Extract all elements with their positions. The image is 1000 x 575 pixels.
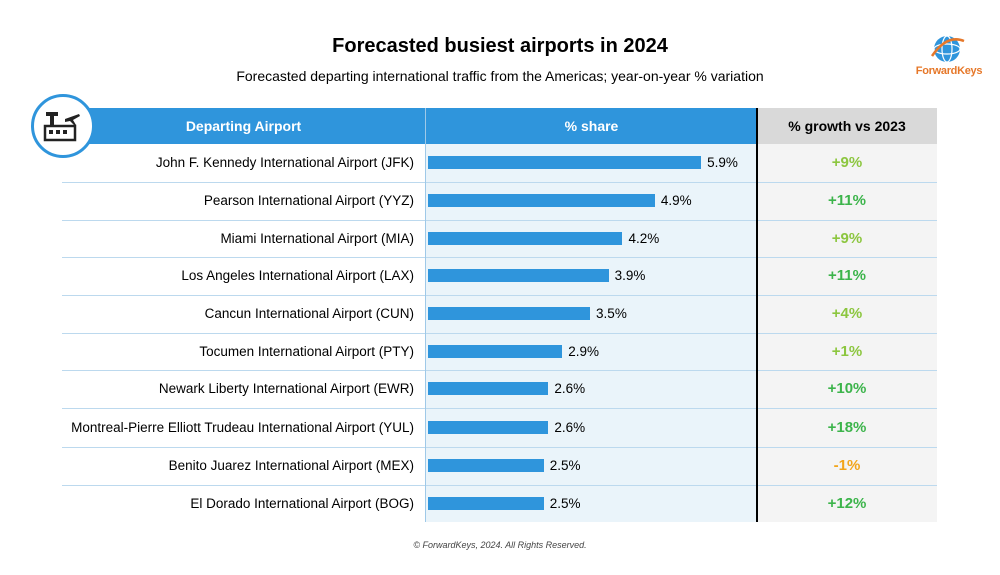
share-bar: [428, 420, 549, 434]
growth-value: +9%: [831, 229, 863, 247]
chart-title: Forecasted busiest airports in 2024: [332, 35, 668, 57]
growth-value: -1%: [833, 457, 861, 474]
airport-name: Pearson International Airport (YYZ): [203, 193, 414, 208]
share-value-label: 2.6%: [554, 419, 586, 435]
airport-terminal-icon: [43, 112, 80, 142]
row-separator: [62, 257, 937, 258]
growth-value: +4%: [831, 305, 863, 322]
share-bar: [428, 382, 549, 395]
row-separator: [62, 408, 937, 409]
share-value-label: 2.9%: [568, 343, 600, 359]
forwardkeys-logo: [914, 32, 980, 82]
share-bar: [428, 156, 702, 169]
share-bar: [428, 231, 623, 245]
airport-badge: [31, 94, 95, 158]
share-bar: [428, 459, 544, 472]
airport-name: Tocumen International Airport (PTY): [199, 343, 414, 359]
share-bar: [428, 344, 563, 358]
logo-wordmark: ForwardKeys: [915, 65, 983, 77]
airport-name: Benito Juarez International Airport (MEX…: [168, 458, 414, 473]
row-separator: [62, 370, 937, 371]
share-value-label: 3.5%: [596, 306, 627, 321]
airport-name: Miami International Airport (MIA): [220, 230, 414, 246]
growth-value: +12%: [827, 494, 867, 512]
share-bar: [428, 269, 609, 282]
growth-value: +9%: [831, 154, 863, 171]
airport-name: Montreal-Pierre Elliott Trudeau Internat…: [71, 419, 414, 435]
share-value-label: 4.2%: [628, 230, 660, 246]
share-value-label: 3.9%: [614, 268, 646, 283]
row-separator: [62, 182, 937, 183]
share-bar: [428, 496, 544, 510]
row-separator: [62, 295, 937, 296]
column-divider-share: [425, 108, 426, 522]
growth-value: +1%: [831, 342, 863, 360]
share-value-label: 2.5%: [549, 458, 581, 473]
airport-name: Los Angeles International Airport (LAX): [181, 268, 414, 283]
share-value-label: 2.6%: [554, 381, 586, 396]
share-value-label: 2.5%: [549, 495, 581, 511]
growth-value: +11%: [828, 267, 866, 284]
row-separator: [62, 447, 937, 448]
airport-name: Newark Liberty International Airport (EW…: [158, 381, 414, 396]
airport-name: Cancun International Airport (CUN): [204, 306, 414, 321]
row-separator: [62, 333, 937, 334]
column-divider-growth: [756, 108, 758, 522]
share-bar: [428, 194, 655, 207]
copyright-footer: © ForwardKeys, 2024. All Rights Reserved…: [413, 540, 587, 550]
airport-name: John F. Kennedy International Airport (J…: [155, 155, 414, 170]
header-departing-airport: Departing Airport: [62, 108, 425, 144]
chart-subtitle: Forecasted departing international traff…: [236, 68, 764, 84]
growth-value: +18%: [827, 418, 867, 436]
growth-value: +11%: [828, 192, 866, 209]
share-bar: [428, 307, 591, 320]
header-share: % share: [426, 108, 757, 144]
header-growth: % growth vs 2023: [757, 108, 937, 144]
share-value-label: 5.9%: [707, 155, 738, 170]
airport-name: El Dorado International Airport (BOG): [190, 495, 414, 511]
globe-icon: [930, 35, 965, 63]
growth-value: +10%: [827, 380, 867, 397]
row-separator: [62, 485, 937, 486]
row-separator: [62, 220, 937, 221]
share-value-label: 4.9%: [660, 193, 692, 208]
